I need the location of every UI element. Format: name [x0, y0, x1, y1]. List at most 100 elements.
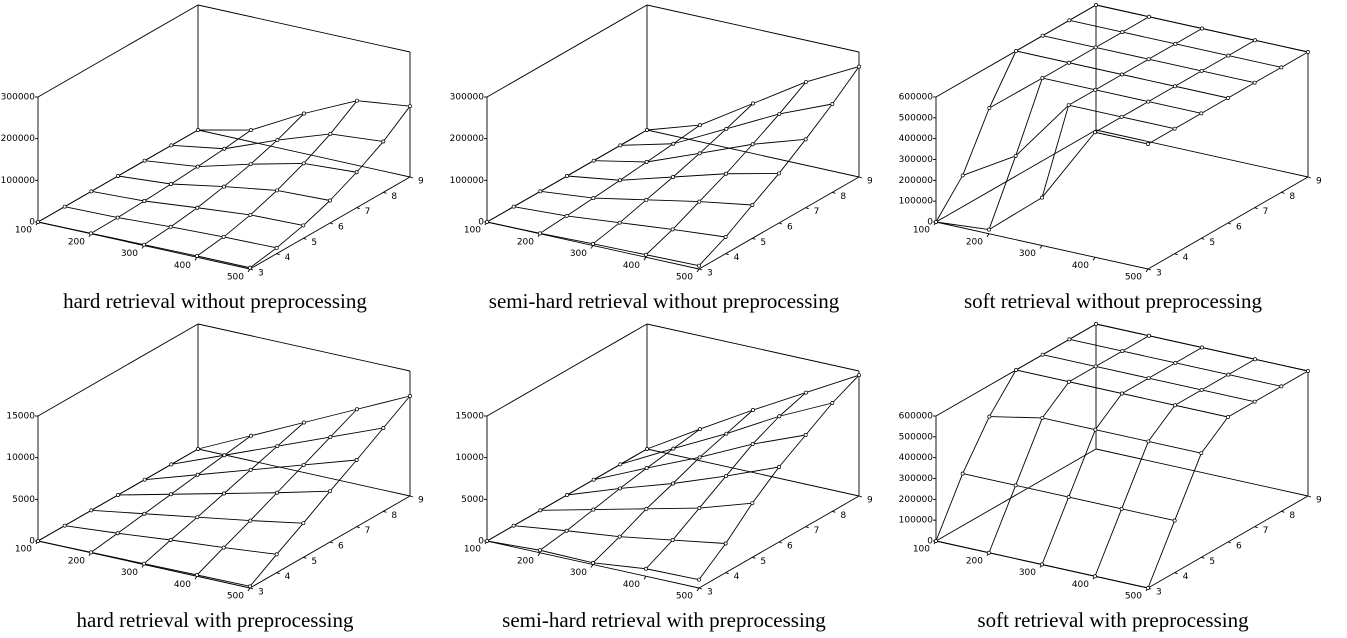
surface-vertex — [1199, 68, 1204, 73]
surface-vertex — [248, 467, 253, 472]
axis-edge — [197, 323, 411, 372]
wire-segment — [566, 175, 621, 181]
wire-segment — [1201, 70, 1255, 84]
wire-segment — [356, 427, 384, 461]
x-tick-label: 100 — [464, 545, 481, 555]
wire-segment — [1147, 404, 1176, 442]
wire-segment — [672, 539, 726, 544]
wire-segment — [1121, 101, 1149, 118]
wire-segment — [303, 162, 357, 173]
wire-segment — [1121, 441, 1149, 509]
wire-segment — [1228, 39, 1256, 56]
x-tick-label: 500 — [1125, 273, 1142, 283]
axis-edge — [486, 323, 648, 417]
wire-segment — [1041, 496, 1070, 565]
y-tick-label: 8 — [1289, 192, 1295, 202]
y-tick-label: 7 — [1263, 207, 1269, 217]
wire-segment — [672, 507, 700, 541]
surface-vertex — [1199, 451, 1204, 456]
wire-segment — [1175, 347, 1203, 364]
wire-segment — [1069, 4, 1097, 21]
surface-vertex — [168, 538, 173, 542]
wire-segment — [144, 463, 172, 481]
surface-vertex — [169, 462, 174, 467]
surface-vertex — [1120, 349, 1125, 354]
surface-vertex — [671, 481, 675, 486]
surface-vertex — [671, 141, 676, 146]
x-tick-label: 100 — [913, 226, 930, 236]
surface-vertex — [803, 433, 808, 437]
surface-vertex — [1147, 14, 1151, 19]
x-tick-label: 500 — [227, 592, 244, 602]
wire-segment — [539, 549, 594, 564]
wire-segment — [223, 469, 251, 494]
wire-segment — [144, 183, 172, 202]
x-tick-label: 200 — [966, 237, 983, 247]
x-tick-label: 400 — [1072, 261, 1089, 271]
wire-segment — [117, 200, 145, 218]
y-tick — [276, 253, 280, 256]
wire-segment — [356, 395, 411, 410]
wire-segment — [646, 176, 674, 201]
wire-segment — [566, 197, 594, 217]
wire-segment — [1042, 19, 1070, 37]
wire-segment — [989, 416, 1043, 419]
wire-segment — [646, 507, 700, 510]
surface-vertex — [116, 493, 120, 497]
x-tick-label: 100 — [464, 226, 481, 236]
y-tick-label: 7 — [814, 207, 820, 217]
surface-vertex — [1093, 574, 1097, 579]
surface-vertex — [301, 521, 306, 526]
wire-segment — [699, 433, 727, 458]
y-tick-label: 6 — [787, 542, 793, 552]
wire-segment — [698, 236, 726, 266]
wire-segment — [1015, 104, 1069, 157]
x-tick-label: 500 — [227, 273, 244, 283]
x-tick-label: 500 — [1125, 592, 1142, 602]
wire-segment — [90, 217, 118, 234]
wire-segment — [90, 232, 145, 246]
wire-segment — [805, 402, 833, 436]
z-tick-label: 500000 — [899, 113, 934, 123]
wire-segment — [171, 144, 225, 150]
x-tick-label: 500 — [676, 273, 693, 283]
surface-vertex — [196, 447, 200, 451]
surface-vertex — [751, 408, 755, 412]
wire-segment — [1094, 393, 1123, 430]
x-tick-label: 300 — [1019, 249, 1036, 259]
wire-segment — [1121, 116, 1175, 130]
wire-segment — [1069, 19, 1123, 33]
wire-segment — [1148, 85, 1176, 102]
wire-segment — [486, 525, 514, 542]
surface-vertex — [354, 458, 359, 462]
wire-segment — [1042, 417, 1096, 431]
surface-vertex — [1226, 96, 1230, 100]
wire-segment — [250, 445, 278, 471]
surface-vertex — [302, 111, 306, 116]
z-tick-label: 10000 — [6, 453, 35, 463]
wire-segment — [277, 113, 305, 141]
surface-vertex — [142, 242, 146, 247]
wire-segment — [143, 226, 171, 246]
surface-vertex — [538, 231, 542, 236]
wire-segment — [382, 105, 411, 142]
surface-vertex — [89, 231, 93, 236]
wire-segment — [752, 81, 807, 104]
wire-segment — [962, 107, 990, 176]
axis-edge — [935, 129, 1097, 223]
y-tick-label: 4 — [734, 253, 740, 263]
z-tick-label: 0 — [29, 537, 35, 547]
surface-vertex — [1199, 387, 1204, 392]
wire-segment — [250, 464, 304, 471]
wire-segment — [223, 214, 251, 238]
surface-vertex — [617, 220, 622, 225]
surface-vertex — [565, 174, 569, 178]
surface-vertex — [169, 182, 173, 186]
surface-vertex — [142, 477, 147, 482]
wire-segment — [751, 466, 780, 504]
wire-segment — [592, 562, 647, 570]
y-tick — [1201, 556, 1205, 559]
y-tick-label: 4 — [285, 253, 291, 263]
wire-segment — [778, 434, 807, 468]
wire-segment — [935, 473, 964, 542]
